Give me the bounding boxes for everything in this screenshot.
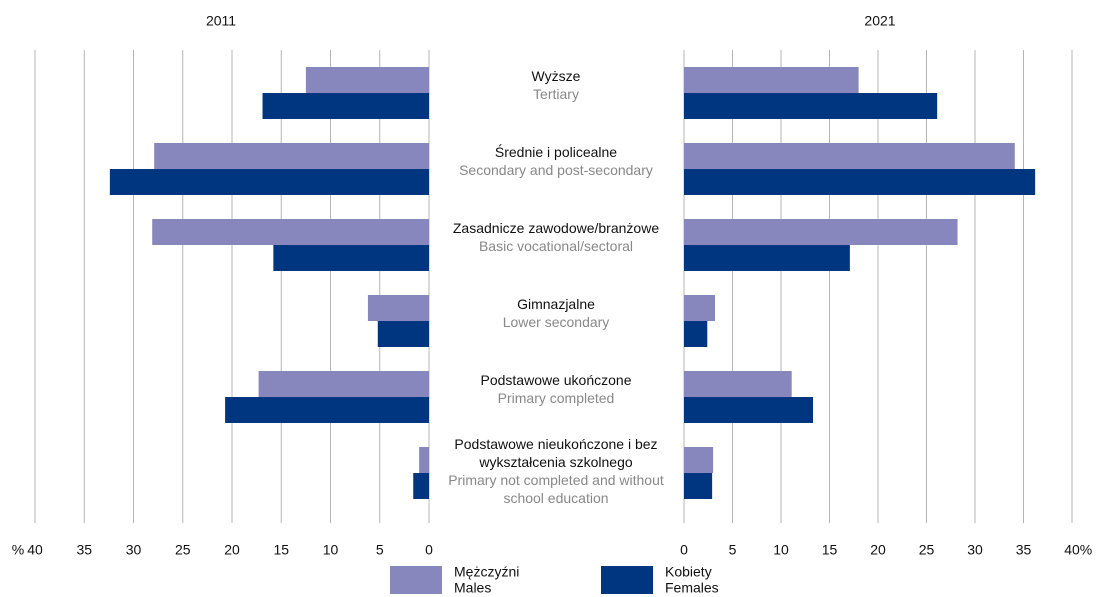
bar bbox=[684, 219, 958, 245]
bar bbox=[258, 371, 429, 397]
x-tick-label: 30 bbox=[126, 542, 142, 558]
category-name-en: Tertiary bbox=[533, 86, 579, 102]
category-label: Wyższe Tertiary bbox=[431, 67, 681, 103]
category-name: Zasadnicze zawodowe/branżowe bbox=[452, 220, 660, 236]
bar bbox=[684, 371, 792, 397]
panel-title: 2021 bbox=[864, 13, 895, 29]
x-tick-label: 25 bbox=[919, 542, 935, 558]
bar bbox=[684, 169, 1036, 195]
x-tick-label: 15 bbox=[822, 542, 838, 558]
category-name: Wyższe bbox=[531, 68, 581, 84]
x-tick-label: 40 bbox=[1064, 542, 1080, 558]
bar bbox=[684, 93, 938, 119]
bar bbox=[684, 67, 859, 93]
bar bbox=[684, 397, 814, 423]
bar bbox=[684, 447, 714, 473]
x-tick-label: 30 bbox=[967, 542, 983, 558]
category-name: Średnie i policealne bbox=[494, 144, 618, 160]
x-tick-label: 10 bbox=[323, 542, 339, 558]
x-tick-label: 0 bbox=[425, 542, 433, 558]
bar bbox=[305, 67, 429, 93]
x-tick-label: 15 bbox=[273, 542, 289, 558]
bar bbox=[273, 245, 429, 271]
bar bbox=[684, 143, 1015, 169]
bar bbox=[152, 219, 429, 245]
bar bbox=[377, 321, 429, 347]
category-name: Gimnazjalne bbox=[517, 296, 595, 312]
category-label: Średnie i policealne Secondary and post-s… bbox=[431, 143, 681, 179]
bar bbox=[109, 169, 430, 195]
bar bbox=[684, 473, 713, 499]
category-label: Gimnazjalne Lower secondary bbox=[431, 295, 681, 331]
bar bbox=[684, 295, 716, 321]
bar bbox=[225, 397, 429, 423]
bar bbox=[367, 295, 429, 321]
x-tick-label: 35 bbox=[1016, 542, 1032, 558]
legend-label-en: Females bbox=[665, 580, 719, 596]
category-label: Podstawowe nieukończone i bez wykształce… bbox=[441, 435, 671, 507]
x-tick-label: 20 bbox=[224, 542, 240, 558]
bar bbox=[684, 321, 708, 347]
x-tick-label: 20 bbox=[870, 542, 886, 558]
category-name-en: Lower secondary bbox=[502, 314, 610, 330]
x-tick-label: 35 bbox=[76, 542, 92, 558]
bar bbox=[413, 473, 429, 499]
bar bbox=[262, 93, 429, 119]
category-name: Podstawowe nieukończone i bez wykształce… bbox=[454, 436, 658, 470]
category-label: Podstawowe ukończone Primary completed bbox=[431, 371, 681, 407]
x-tick-label: 5 bbox=[729, 542, 737, 558]
category-name-en: Primary completed bbox=[497, 390, 615, 406]
legend-swatch bbox=[390, 566, 442, 594]
legend-swatch bbox=[601, 566, 653, 594]
legend-label: Kobiety bbox=[665, 564, 712, 580]
unit-label: % bbox=[1080, 542, 1092, 558]
category-name-en: Basic vocational/sectoral bbox=[478, 238, 634, 254]
unit-label: % bbox=[12, 542, 24, 558]
x-tick-label: 0 bbox=[680, 542, 688, 558]
x-tick-label: 25 bbox=[175, 542, 191, 558]
x-tick-label: 40 bbox=[27, 542, 43, 558]
category-name: Podstawowe ukończone bbox=[480, 372, 632, 388]
x-tick-label: 10 bbox=[773, 542, 789, 558]
bar bbox=[419, 447, 429, 473]
legend-label-en: Males bbox=[454, 580, 491, 596]
category-name-en: Secondary and post-secondary bbox=[459, 162, 653, 178]
legend-label: Mężczyźni bbox=[454, 564, 519, 580]
category-name-en: Primary not completed and without school… bbox=[448, 472, 664, 506]
x-tick-label: 5 bbox=[376, 542, 384, 558]
panel-title: 2011 bbox=[206, 13, 236, 29]
bar bbox=[684, 245, 850, 271]
category-label: Zasadnicze zawodowe/branżowe Basic vocati… bbox=[431, 219, 681, 255]
bar bbox=[154, 143, 429, 169]
